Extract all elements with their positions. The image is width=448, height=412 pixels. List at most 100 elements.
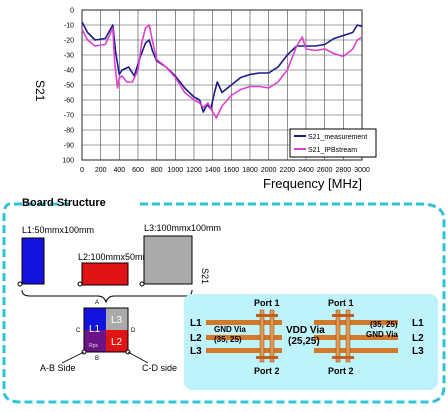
stack-l2 (106, 330, 128, 352)
legend-label-ipbstream: S21_IPBstream (308, 147, 357, 154)
via-pad (332, 314, 354, 317)
layer-l1-right: L1 (412, 318, 424, 329)
x-axis-label: Frequency [MHz] (263, 176, 362, 191)
y-tick-label: -30 (64, 53, 74, 60)
layer-l3-right: L3 (412, 346, 424, 357)
x-tick-label: 2000 (261, 167, 277, 174)
cd-leader (127, 351, 149, 364)
stack-l3 (106, 308, 128, 330)
ab-side-label: A-B Side (40, 363, 76, 373)
x-tick-labels: 0 200 400 600 800 1000 1200 1400 1600 1800 2000 220… (80, 167, 370, 174)
legend-box (289, 128, 377, 158)
y-tick-label: 0 (70, 8, 74, 15)
cd-side-label: C-D side (142, 363, 177, 373)
y-tick-label: 100 (62, 158, 74, 165)
stack-l2-label: L2 (111, 337, 123, 348)
x-tick-label: 1000 (168, 167, 184, 174)
x-tick-label: 2800 (336, 167, 352, 174)
gnd-via-left (259, 309, 265, 363)
port2-right: Port 2 (328, 366, 354, 376)
l1-label: L1:50mmx100mm (22, 225, 94, 235)
plane-l1-right (314, 320, 398, 325)
port-marker (77, 281, 83, 287)
series-line-ipbstream (81, 24, 363, 119)
l2-plate (81, 262, 129, 286)
letter-b: B (95, 356, 99, 362)
layer-l1-left: L1 (190, 318, 202, 329)
legend-label-measurement: S21_measurement (308, 134, 367, 141)
y-tick-label: -50 (64, 83, 74, 90)
plane-l1-left (206, 320, 282, 325)
y-axis-label: S21 (33, 80, 47, 102)
x-tick-label: 1400 (205, 167, 221, 174)
ab-leader (61, 351, 85, 364)
port1-right: Port 1 (328, 298, 354, 308)
chart-grid (81, 9, 363, 161)
chart-series (81, 21, 363, 119)
brace (21, 289, 193, 304)
gnd-via-left-coord: (35, 25) (214, 335, 242, 344)
x-tick-label: 200 (95, 167, 107, 174)
x-tick-label: 3000 (354, 167, 370, 174)
gnd-via-right-label: GND Via (366, 330, 398, 339)
l3-label: L3:100mmx100mm (144, 223, 221, 233)
vdd-via-left (269, 309, 275, 363)
port-marker (139, 281, 145, 287)
letter-a: A (95, 300, 99, 306)
vdd-via-coord: (25,25) (288, 336, 320, 347)
x-tick-label: 800 (151, 167, 163, 174)
x-tick-label: 2200 (280, 167, 296, 174)
layer-l2-right: L2 (412, 333, 424, 344)
y-tick-label: -80 (64, 128, 74, 135)
l3-plate (143, 235, 193, 285)
x-tick-label: 2600 (317, 167, 333, 174)
l1-plate (21, 237, 45, 285)
x-tick-label: 1200 (186, 167, 202, 174)
stack-rps-label: Rps (89, 343, 98, 349)
port-marker (17, 281, 23, 287)
via-pad (332, 356, 354, 359)
letter-c: C (76, 328, 81, 334)
series-line-measurement (81, 21, 363, 113)
x-tick-label: 0 (80, 167, 84, 174)
plane-l2-left (206, 335, 282, 340)
stack-l3-label: L3 (111, 315, 123, 326)
x-tick-label: 600 (132, 167, 144, 174)
y-tick-label: -90 (64, 143, 74, 150)
gnd-via-left-label: GND Via (214, 325, 246, 334)
plane-l2-right (314, 335, 398, 340)
y-tick-label: -70 (64, 113, 74, 120)
stack-l1-label: L1 (89, 324, 101, 335)
port1-left: Port 1 (254, 298, 280, 308)
gnd-via-right (345, 309, 351, 363)
y-tick-label: -10 (64, 23, 74, 30)
board-frame (2, 202, 446, 404)
port2-left: Port 2 (254, 366, 280, 376)
stack-overlap (84, 330, 106, 352)
gnd-via-right-coord: (35, 25) (370, 320, 398, 329)
y-tick-label: -60 (64, 98, 74, 105)
layer-l2-left: L2 (190, 333, 202, 344)
plane-l3-left (206, 348, 282, 353)
board-title: Board Structure (22, 197, 106, 209)
letter-d: D (131, 328, 136, 334)
y-tick-label: -20 (64, 38, 74, 45)
s21-side-label: S21 (200, 268, 210, 284)
l2-label: L2:100mmx50mm (78, 252, 150, 262)
y-tick-label: -40 (64, 68, 74, 75)
via-pad (256, 314, 278, 317)
x-tick-label: 2400 (298, 167, 314, 174)
plane-l3-right (314, 348, 398, 353)
s21-chart: 0 -10 -20 -30 -40 -50 -60 -70 -80 -90 100 0 200 400 6… (33, 8, 377, 191)
x-tick-label: 400 (113, 167, 125, 174)
vdd-via-label: VDD Via (286, 325, 325, 336)
stack-outline (83, 307, 129, 353)
via-pad (256, 356, 278, 359)
x-tick-label: 1800 (242, 167, 258, 174)
via-panel (184, 294, 438, 390)
vdd-via-right (335, 309, 341, 363)
layer-l3-left: L3 (190, 346, 202, 357)
chart-legend: S21_measurement S21_IPBstream (289, 128, 377, 158)
board-structure-diagram: Board Structure L1:50mmx100mm L2:100mmx5… (2, 197, 446, 404)
y-tick-labels: 0 -10 -20 -30 -40 -50 -60 -70 -80 -90 100 (62, 8, 74, 165)
